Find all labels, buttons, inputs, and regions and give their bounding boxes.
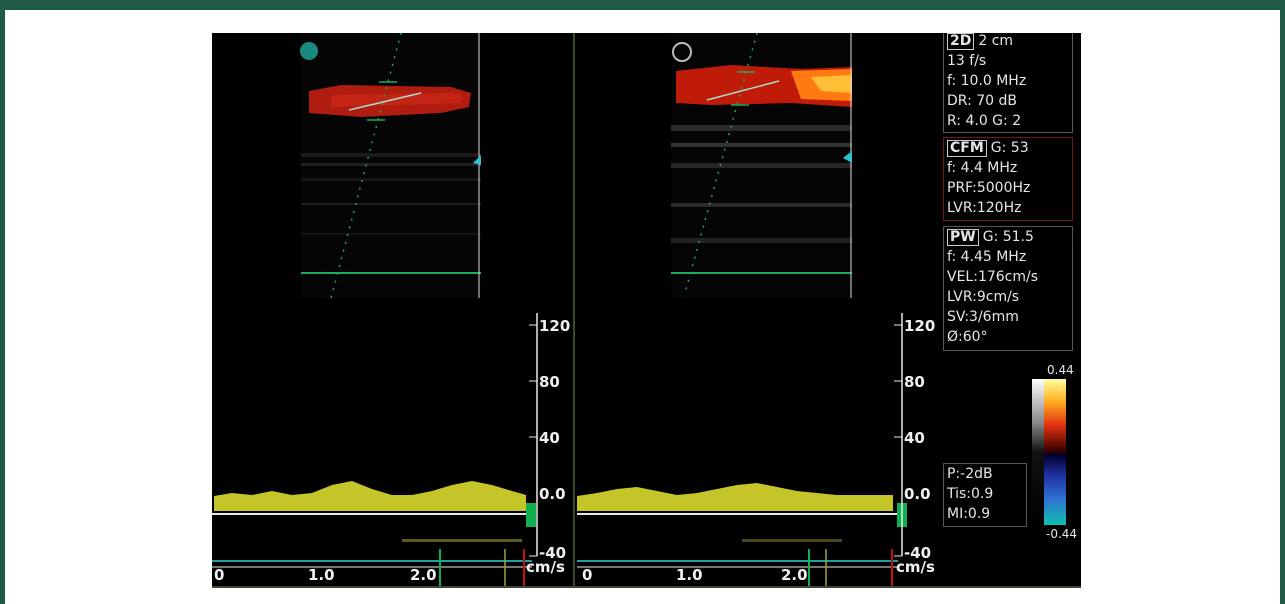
marker-ring-icon xyxy=(672,42,692,62)
right-border xyxy=(1280,0,1285,604)
cfm-settings-panel: CFM G: 53 f: 4.4 MHz PRF:5000Hz LVR:120Hz xyxy=(943,137,1073,221)
scale-left-0: 0.0 xyxy=(539,485,566,503)
panel-divider xyxy=(573,33,575,588)
spectrum-left xyxy=(214,481,526,511)
baseline-marker-left xyxy=(526,503,536,527)
scale-left-40: 40 xyxy=(539,429,560,447)
pw-gain: G: 51.5 xyxy=(982,229,1034,245)
cfm-row: PRF:5000Hz xyxy=(947,180,1031,196)
cfm-row: LVR:120Hz xyxy=(947,200,1022,216)
time-left-1: 1.0 xyxy=(308,566,335,584)
bmode-image-right xyxy=(671,33,852,298)
cfm-tag: CFM xyxy=(947,140,987,157)
pw-row: SV:3/6mm xyxy=(947,309,1019,325)
cfm-gain: G: 53 xyxy=(990,140,1029,156)
time-right-0: 0 xyxy=(582,566,593,584)
pw-row: f: 4.45 MHz xyxy=(947,249,1027,265)
pw-tag: PW xyxy=(947,229,979,246)
scale-right-40: 40 xyxy=(904,429,925,447)
colorbar-bottom-label: -0.44 xyxy=(1046,527,1078,541)
safety-row: Tis:0.9 xyxy=(947,486,994,502)
pw-row: LVR:9cm/s xyxy=(947,289,1020,305)
twoD-row: DR: 70 dB xyxy=(947,93,1017,109)
screen-bottom-line xyxy=(212,586,1081,588)
scale-left-120: 120 xyxy=(539,317,571,335)
bmode-image-left xyxy=(301,33,481,298)
bmode-right-drawing xyxy=(671,33,852,298)
ultrasound-screen: 120 80 40 0.0 -40 cm/s 120 80 40 0.0 -40… xyxy=(212,33,1081,588)
scale-right-neg40: -40 xyxy=(904,544,932,562)
twoD-row: 13 f/s xyxy=(947,53,987,69)
scale-right-80: 80 xyxy=(904,373,925,391)
twoD-depth: 2 cm xyxy=(978,33,1014,49)
left-border xyxy=(0,0,5,604)
top-border xyxy=(0,0,1285,10)
cfm-row: f: 4.4 MHz xyxy=(947,160,1018,176)
scale-left-80: 80 xyxy=(539,373,560,391)
marker-dot-icon xyxy=(300,42,318,60)
pw-row: VEL:176cm/s xyxy=(947,269,1039,285)
pw-settings-panel: PW G: 51.5 f: 4.45 MHz VEL:176cm/s LVR:9c… xyxy=(943,226,1073,351)
twoD-settings-panel: 2D 2 cm 13 f/s f: 10.0 MHz DR: 70 dB R: 4… xyxy=(943,33,1073,133)
time-left-0: 0 xyxy=(214,566,225,584)
grayscale-bar xyxy=(1032,379,1044,525)
pw-row: Ø:60° xyxy=(947,329,988,345)
scale-right-0: 0.0 xyxy=(904,485,931,503)
time-right-2: 2.0 xyxy=(781,566,808,584)
scale-right-unit: cm/s xyxy=(896,558,935,576)
safety-row: MI:0.9 xyxy=(947,506,991,522)
doppler-spectrum-area xyxy=(212,313,907,588)
scale-left-unit: cm/s xyxy=(526,558,565,576)
safety-panel: P:-2dB Tis:0.9 MI:0.9 xyxy=(943,463,1027,527)
twoD-tag: 2D xyxy=(947,33,975,50)
time-left-2: 2.0 xyxy=(410,566,437,584)
twoD-row: R: 4.0 G: 2 xyxy=(947,113,1022,129)
velocity-color-bar xyxy=(1044,379,1066,525)
scale-right-120: 120 xyxy=(904,317,936,335)
twoD-row: f: 10.0 MHz xyxy=(947,73,1027,89)
safety-row: P:-2dB xyxy=(947,466,993,482)
colorbar-top-label: 0.44 xyxy=(1047,363,1074,377)
spectrum-right xyxy=(577,483,893,511)
scale-left-neg40: -40 xyxy=(539,544,567,562)
bmode-left-drawing xyxy=(301,33,481,298)
time-right-1: 1.0 xyxy=(676,566,703,584)
